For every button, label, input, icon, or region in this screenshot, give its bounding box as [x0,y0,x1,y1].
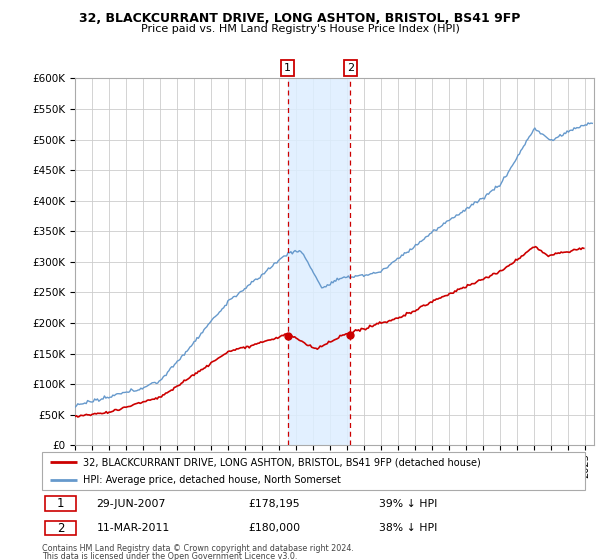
Bar [287,78,350,445]
FancyBboxPatch shape [45,496,76,511]
Text: This data is licensed under the Open Government Licence v3.0.: This data is licensed under the Open Gov… [42,552,298,560]
Text: 29-JUN-2007: 29-JUN-2007 [97,498,166,508]
FancyBboxPatch shape [45,521,76,535]
Text: HPI: Average price, detached house, North Somerset: HPI: Average price, detached house, Nort… [83,475,341,485]
Text: 32, BLACKCURRANT DRIVE, LONG ASHTON, BRISTOL, BS41 9FP: 32, BLACKCURRANT DRIVE, LONG ASHTON, BRI… [79,12,521,25]
Text: 1: 1 [57,497,64,510]
FancyBboxPatch shape [42,452,585,490]
Text: £180,000: £180,000 [248,523,301,533]
Text: 38% ↓ HPI: 38% ↓ HPI [379,523,437,533]
Text: 1: 1 [284,63,291,73]
Text: 2: 2 [57,522,64,535]
Text: Contains HM Land Registry data © Crown copyright and database right 2024.: Contains HM Land Registry data © Crown c… [42,544,354,553]
Text: 2: 2 [347,63,354,73]
Text: Price paid vs. HM Land Registry's House Price Index (HPI): Price paid vs. HM Land Registry's House … [140,24,460,34]
Text: 32, BLACKCURRANT DRIVE, LONG ASHTON, BRISTOL, BS41 9FP (detached house): 32, BLACKCURRANT DRIVE, LONG ASHTON, BRI… [83,457,481,467]
Text: 11-MAR-2011: 11-MAR-2011 [97,523,170,533]
Text: 39% ↓ HPI: 39% ↓ HPI [379,498,437,508]
Text: £178,195: £178,195 [248,498,300,508]
